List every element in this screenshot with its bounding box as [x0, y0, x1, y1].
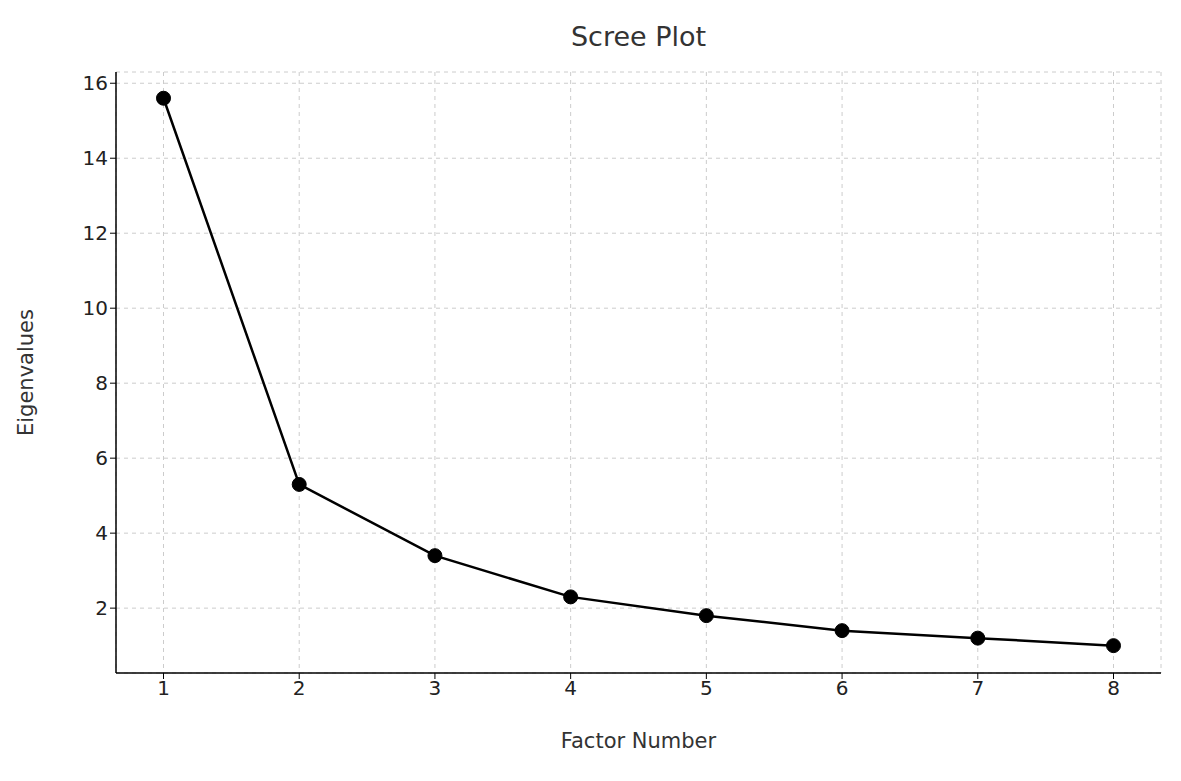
svg-text:Factor Number: Factor Number: [561, 729, 717, 753]
svg-text:12: 12: [83, 221, 108, 245]
svg-text:2: 2: [293, 676, 306, 700]
svg-text:8: 8: [95, 371, 108, 395]
svg-text:2: 2: [95, 596, 108, 620]
svg-text:6: 6: [836, 676, 849, 700]
svg-text:3: 3: [429, 676, 442, 700]
svg-text:10: 10: [83, 296, 108, 320]
svg-text:14: 14: [83, 146, 108, 170]
svg-text:4: 4: [564, 676, 577, 700]
svg-text:5: 5: [700, 676, 713, 700]
svg-text:16: 16: [83, 71, 108, 95]
svg-text:4: 4: [95, 521, 108, 545]
svg-text:6: 6: [95, 446, 108, 470]
svg-text:8: 8: [1107, 676, 1120, 700]
svg-text:Eigenvalues: Eigenvalues: [14, 309, 38, 436]
html-text:Scree Plot: Scree Plot: [570, 21, 707, 52]
svg-text:7: 7: [971, 676, 984, 700]
svg-text:1: 1: [157, 676, 170, 700]
